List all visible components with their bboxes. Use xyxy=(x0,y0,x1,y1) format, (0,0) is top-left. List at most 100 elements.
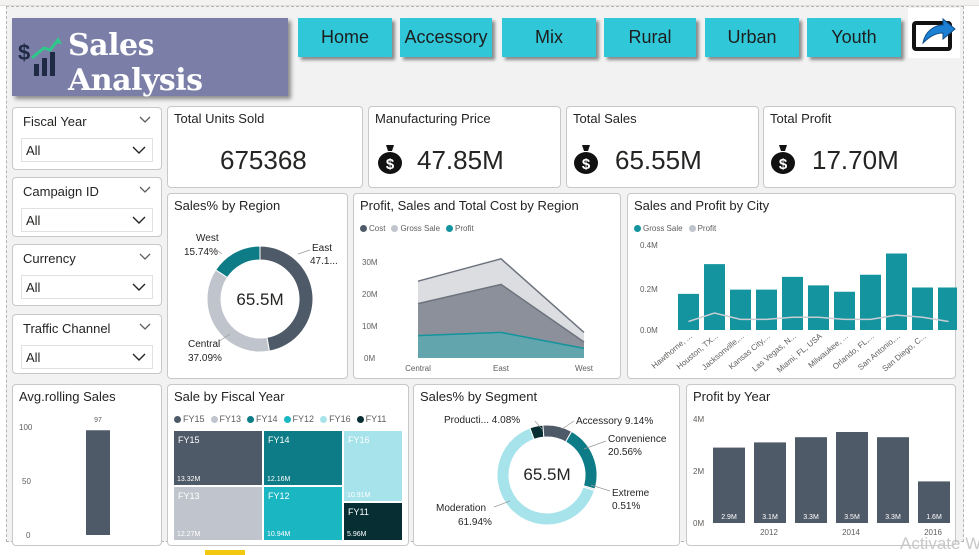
donut-slice xyxy=(215,245,261,279)
fiscal-treemap-chart[interactable]: FY15 13.32M FY14 12.16M FY16 10.91M FY13 12.27M… xyxy=(168,385,410,547)
legend-item-fy16[interactable]: FY16 xyxy=(320,414,351,424)
legend-item-fy15[interactable]: FY15 xyxy=(174,414,205,424)
label-moderation-pct: 61.94% xyxy=(458,517,492,528)
svg-text:$: $ xyxy=(582,156,591,173)
treemap-tile xyxy=(264,487,342,540)
segment-donut-card[interactable]: Sales% by Segment 65.5M Producti... 4.08… xyxy=(413,384,680,546)
profit-bar xyxy=(877,437,909,523)
svg-text:$: $ xyxy=(18,40,30,65)
kpi-manufacturing-price: Manufacturing Price $ 47.85M xyxy=(368,106,561,188)
chevron-down-icon[interactable] xyxy=(139,323,151,331)
chevron-down-icon[interactable] xyxy=(139,186,151,194)
rolling-sales-chart[interactable]: 100 50 0 97 xyxy=(13,385,163,547)
money-bag-icon: $ xyxy=(378,145,402,174)
legend-item-cost[interactable]: Cost xyxy=(360,224,385,233)
slicer-dropdown[interactable]: All xyxy=(21,208,153,232)
fiscal-treemap-card[interactable]: Sale by Fiscal Year FY15 FY13 FY14 FY12 … xyxy=(167,384,409,546)
svg-text:$: $ xyxy=(386,156,395,173)
city-combo-chart[interactable]: 0.4M 0.2M 0.0M Hawthorne, ...Houston, TX… xyxy=(628,194,957,380)
chevron-down-icon xyxy=(132,216,146,224)
slicer-fiscal-year[interactable]: Fiscal Year All xyxy=(12,107,162,170)
slicer-traffic-channel[interactable]: Traffic Channel All xyxy=(12,314,162,374)
legend-item-fy14[interactable]: FY14 xyxy=(247,414,278,424)
chart-title: Sale by Fiscal Year xyxy=(174,389,285,404)
chevron-down-icon xyxy=(132,146,146,154)
chevron-down-icon[interactable] xyxy=(139,253,151,261)
legend-item-fy13[interactable]: FY13 xyxy=(210,414,241,424)
segment-donut-chart[interactable]: 65.5M Producti... 4.08% Accessory 9.14% … xyxy=(414,385,681,547)
profit-year-chart[interactable]: 4M 2M 0M 2.9M 3.1M 3.3M 3.5M 3.3M 1.6M 2012 2… xyxy=(687,385,957,547)
region-area-card[interactable]: Profit, Sales and Total Cost by Region C… xyxy=(353,193,621,379)
region-donut-chart[interactable]: 65.5M West 15.74% East 47.1... Central 3… xyxy=(168,194,349,380)
chart-title: Sales% by Region xyxy=(174,198,281,213)
y-tick: 0.2M xyxy=(640,285,658,294)
treemap-tile xyxy=(174,487,262,540)
profit-bar xyxy=(713,447,745,523)
kpi-total-profit: Total Profit $ 17.70M xyxy=(763,106,956,188)
treemap-tile-value: 12.16M xyxy=(267,476,291,483)
legend-item-gross-sale[interactable]: Gross Sale xyxy=(634,224,683,233)
region-donut-card[interactable]: Sales% by Region 65.5M West 15.74% East … xyxy=(167,193,348,379)
gross-sale-bar xyxy=(678,293,699,330)
donut-center-value: 65.5M xyxy=(523,465,570,484)
nav-rural-button[interactable]: Rural xyxy=(604,18,696,57)
nav-mix-button[interactable]: Mix xyxy=(502,18,596,57)
profit-line xyxy=(688,312,949,323)
nav-home-button[interactable]: Home xyxy=(298,18,392,57)
donut-center-value: 65.5M xyxy=(236,290,283,309)
treemap-tile xyxy=(344,431,402,501)
legend-item-profit[interactable]: Profit xyxy=(688,224,716,233)
legend-item-fy11[interactable]: FY11 xyxy=(356,414,386,424)
slicer-currency[interactable]: Currency All xyxy=(12,244,162,306)
area-line xyxy=(417,331,585,350)
x-tick: East xyxy=(493,364,510,373)
treemap-tile-value: 10.94M xyxy=(267,531,291,538)
gross-sale-bar xyxy=(860,274,881,330)
chart-title: Profit by Year xyxy=(693,389,771,404)
profit-year-card[interactable]: Profit by Year 4M 2M 0M 2.9M 3.1M 3.3M 3.5M… xyxy=(686,384,956,546)
y-tick: 0M xyxy=(693,519,704,528)
profit-bar xyxy=(754,442,786,523)
label-production: Producti... 4.08% xyxy=(444,415,520,426)
legend-item-fy12[interactable]: FY12 xyxy=(283,414,314,424)
slicer-dropdown[interactable]: All xyxy=(21,138,153,162)
nav-urban-button[interactable]: Urban xyxy=(705,18,799,57)
profit-bar xyxy=(836,432,868,523)
x-tick: Miami, FL, USA xyxy=(775,331,824,374)
kpi-value: 65.55M xyxy=(615,145,702,175)
treemap-tile-name: FY11 xyxy=(348,507,369,517)
region-area-chart[interactable]: 30M 20M 10M 0M Central East West xyxy=(354,194,622,380)
slicer-dropdown[interactable]: All xyxy=(21,345,153,369)
city-combo-card[interactable]: Sales and Profit by City Gross Sale Prof… xyxy=(627,193,957,380)
treemap-tile xyxy=(264,431,342,485)
y-tick: 10M xyxy=(362,322,378,331)
nav-youth-button[interactable]: Youth xyxy=(807,18,901,57)
label-central-name: Central xyxy=(188,339,220,350)
slicer-campaign-id[interactable]: Campaign ID All xyxy=(12,177,162,237)
label-west-pct: 15.74% xyxy=(184,247,218,258)
slicer-value: All xyxy=(26,213,41,228)
chevron-down-icon[interactable] xyxy=(139,116,151,124)
legend-item-profit[interactable]: Profit xyxy=(446,224,474,233)
slicer-value: All xyxy=(26,350,41,365)
export-icon[interactable] xyxy=(908,8,960,58)
bar-data-label: 3.3M xyxy=(803,514,819,521)
page-tab-indicator[interactable] xyxy=(205,550,245,555)
bar-data-label: 3.3M xyxy=(885,514,901,521)
gross-sale-bar xyxy=(886,253,907,330)
kpi-title: Total Sales xyxy=(573,111,637,126)
slicer-value: All xyxy=(26,280,41,295)
slicer-value: All xyxy=(26,143,41,158)
treemap-tile-name: FY13 xyxy=(178,491,200,501)
slicer-dropdown[interactable]: All xyxy=(21,275,153,299)
nav-accessory-button[interactable]: Accessory xyxy=(400,18,492,57)
label-extreme-pct: 0.51% xyxy=(612,501,640,512)
rolling-sales-card[interactable]: Avg.rolling Sales 100 50 0 97 xyxy=(12,384,162,546)
x-tick: 2016 xyxy=(924,528,942,537)
bar-data-label: 1.6M xyxy=(926,514,942,521)
legend-item-gross-sale[interactable]: Gross Sale xyxy=(391,224,440,233)
y-tick: 50 xyxy=(22,477,31,486)
title-banner: $ Sales Analysis xyxy=(12,18,288,98)
profit-bar xyxy=(918,481,950,523)
y-tick: 4M xyxy=(693,415,704,424)
